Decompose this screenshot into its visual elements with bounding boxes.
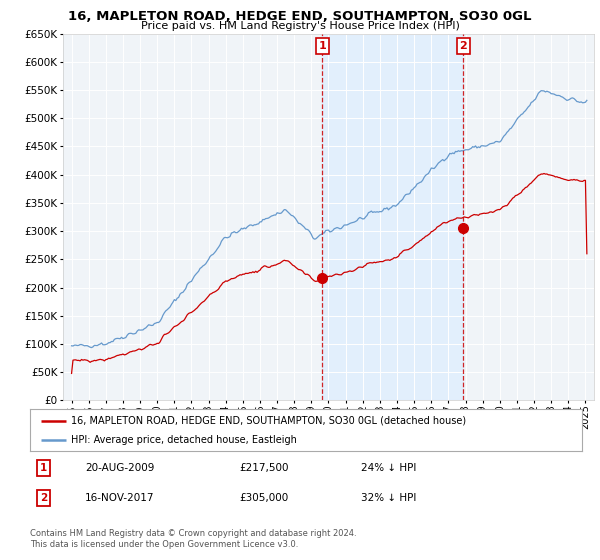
Text: 16, MAPLETON ROAD, HEDGE END, SOUTHAMPTON, SO30 0GL (detached house): 16, MAPLETON ROAD, HEDGE END, SOUTHAMPTO… [71, 416, 467, 426]
Text: Price paid vs. HM Land Registry's House Price Index (HPI): Price paid vs. HM Land Registry's House … [140, 21, 460, 31]
Text: 1: 1 [319, 41, 326, 51]
Bar [322, 34, 463, 400]
Text: 24% ↓ HPI: 24% ↓ HPI [361, 463, 416, 473]
Text: 16-NOV-2017: 16-NOV-2017 [85, 493, 155, 503]
Text: Contains HM Land Registry data © Crown copyright and database right 2024.
This d: Contains HM Land Registry data © Crown c… [30, 529, 356, 549]
Text: £305,000: £305,000 [240, 493, 289, 503]
Text: 16, MAPLETON ROAD, HEDGE END, SOUTHAMPTON, SO30 0GL: 16, MAPLETON ROAD, HEDGE END, SOUTHAMPTO… [68, 10, 532, 23]
Text: 1: 1 [40, 463, 47, 473]
Text: 32% ↓ HPI: 32% ↓ HPI [361, 493, 416, 503]
Text: 2: 2 [460, 41, 467, 51]
Text: 20-AUG-2009: 20-AUG-2009 [85, 463, 155, 473]
Text: HPI: Average price, detached house, Eastleigh: HPI: Average price, detached house, East… [71, 435, 297, 445]
Text: 2: 2 [40, 493, 47, 503]
Text: £217,500: £217,500 [240, 463, 289, 473]
